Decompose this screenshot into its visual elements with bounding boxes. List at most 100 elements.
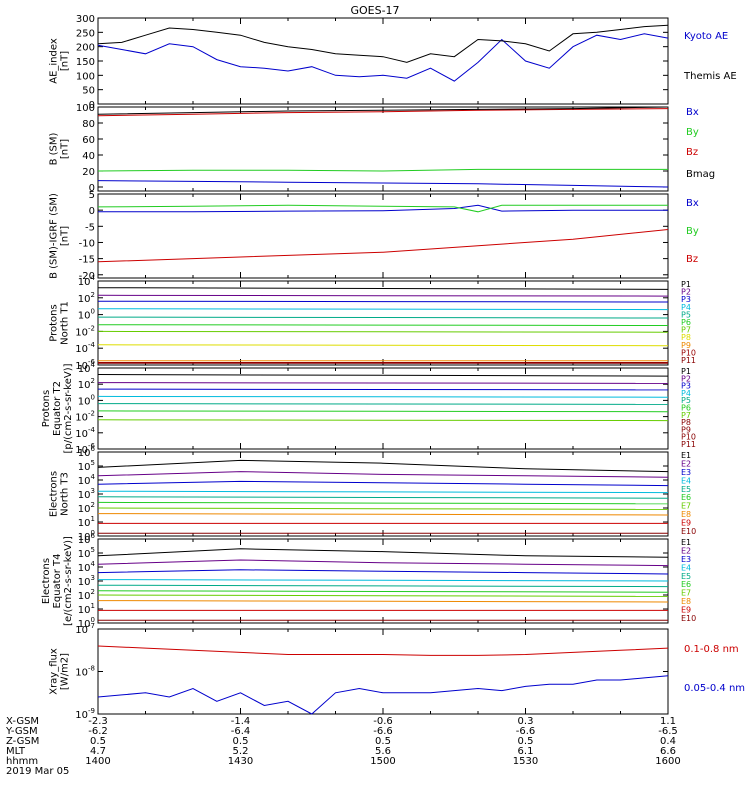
series-line-e4 <box>97 490 669 494</box>
legend-label: P7 <box>681 411 691 420</box>
ephemeris-value: -1.4 <box>231 716 251 727</box>
legend-label: E6 <box>681 580 691 589</box>
series-line-p5 <box>97 403 669 405</box>
ephemeris-value: 1600 <box>655 756 680 767</box>
series-line-p6 <box>97 324 669 326</box>
legend-label: P5 <box>681 396 691 405</box>
ephemeris-value: 0.3 <box>518 716 534 727</box>
legend-label: P8 <box>681 333 691 342</box>
legend-label: Kyoto AE <box>684 31 728 42</box>
y-tick-label: 5 <box>89 190 95 201</box>
ephemeris-value: 6.6 <box>660 746 676 757</box>
y-axis-label: Equator T2 <box>52 381 63 436</box>
y-tick-label: -5 <box>85 222 95 233</box>
series-line-e3 <box>97 569 669 575</box>
legend-label: P5 <box>681 310 691 319</box>
legend-label: Bz <box>686 254 698 265</box>
y-tick-label: 250 <box>76 28 95 39</box>
legend-label: E3 <box>681 555 691 564</box>
legend-label: P8 <box>681 418 691 427</box>
legend-label: P1 <box>681 280 691 289</box>
legend-label: 0.1-0.8 nm <box>684 644 739 655</box>
series-line-e5 <box>97 496 669 499</box>
y-tick-label: -15 <box>79 255 95 266</box>
y-tick-label: 103 <box>78 574 95 588</box>
ephemeris-value: 0.4 <box>660 736 676 747</box>
panel-bigrf: -20 -15 -10 -5 0 5 B (SM)-IGRF (SM) [nT] Bx By Bz <box>49 190 699 282</box>
series-line-themis-ae <box>97 24 669 63</box>
y-axis-label: Protons <box>49 304 60 341</box>
legend-label: E9 <box>681 519 691 528</box>
legend-label: E5 <box>681 485 691 494</box>
series-line-bz <box>97 229 669 263</box>
series-line-e3 <box>97 480 669 487</box>
legend-label: P1 <box>681 367 691 376</box>
ephemeris-value: 5.6 <box>375 746 391 757</box>
y-tick-label: 100 <box>76 71 95 82</box>
y-tick-label: 50 <box>82 86 95 97</box>
legend-label: By <box>686 127 699 138</box>
series-line-by <box>97 204 668 213</box>
series-line-e1 <box>97 459 669 473</box>
legend-label: E7 <box>681 589 691 598</box>
legend-label: E10 <box>681 614 696 623</box>
y-tick-label: 10-4 <box>75 341 95 355</box>
series-line-p6 <box>97 410 669 413</box>
panel-bsm: 0 20 40 60 80 100 B (SM) [nT] Bx By Bz Bmag <box>49 103 716 194</box>
series-line-p3 <box>97 300 669 303</box>
y-tick-label: 150 <box>76 57 95 68</box>
ephemeris-value: -2.3 <box>88 716 108 727</box>
legend-label: Themis AE <box>683 71 737 82</box>
y-axis-label: Equator T4 <box>52 554 63 609</box>
series-line-e2 <box>97 471 669 478</box>
legend-label: E4 <box>681 476 691 485</box>
y-tick-label: 104 <box>78 361 96 375</box>
legend-label: P6 <box>681 318 691 327</box>
y-tick-label: 80 <box>82 119 95 130</box>
series-line-bz <box>97 108 669 117</box>
ephemeris-value: 4.7 <box>90 746 106 757</box>
series-line-e6 <box>97 501 669 505</box>
y-tick-label: 10-2 <box>75 324 95 338</box>
series-line-e7 <box>97 507 669 510</box>
y-tick-label: 10-2 <box>75 410 95 424</box>
ephemeris-row-label: 2019 Mar 05 <box>6 766 69 777</box>
series-line-e4 <box>97 579 669 582</box>
series-line-e7 <box>97 594 669 597</box>
y-tick-label: 10-8 <box>75 665 95 679</box>
y-tick-label: 104 <box>78 274 96 288</box>
legend-label: E1 <box>681 538 691 547</box>
legend-label: Bmag <box>686 169 715 180</box>
ephemeris-row-label: hhmm <box>6 756 38 767</box>
legend-label: P3 <box>681 295 691 304</box>
y-axis-label: [W/m2] <box>60 653 71 690</box>
y-axis-label: Xray_flux <box>49 648 60 695</box>
y-tick-label: 104 <box>78 473 96 487</box>
y-tick-label: 102 <box>78 377 95 391</box>
y-tick-label: 103 <box>78 487 95 501</box>
legend-label: E5 <box>681 572 691 581</box>
y-axis-label: [nT] <box>60 139 71 159</box>
y-tick-label: 106 <box>78 445 96 459</box>
legend-label: E10 <box>681 527 696 536</box>
legend-label: Bz <box>686 147 698 158</box>
legend-label: P10 <box>681 433 696 442</box>
y-tick-label: 102 <box>78 501 95 515</box>
panel-frame <box>97 367 669 450</box>
y-tick-label: 10-7 <box>75 622 95 636</box>
y-axis-label: B (SM) <box>49 132 60 165</box>
ephemeris-value: -6.6 <box>516 726 536 737</box>
y-tick-label: 101 <box>78 515 95 529</box>
y-axis-label: [e/(cm2-s-sr-keV)] <box>63 536 74 626</box>
series-line-kyoto-ae <box>97 33 669 82</box>
series-line-e1 <box>97 548 669 558</box>
legend-label: E8 <box>681 597 691 606</box>
legend-label: Bx <box>686 107 699 118</box>
y-tick-label: 106 <box>78 532 96 546</box>
panel-frame <box>97 17 669 105</box>
legend-label: E2 <box>681 459 691 468</box>
